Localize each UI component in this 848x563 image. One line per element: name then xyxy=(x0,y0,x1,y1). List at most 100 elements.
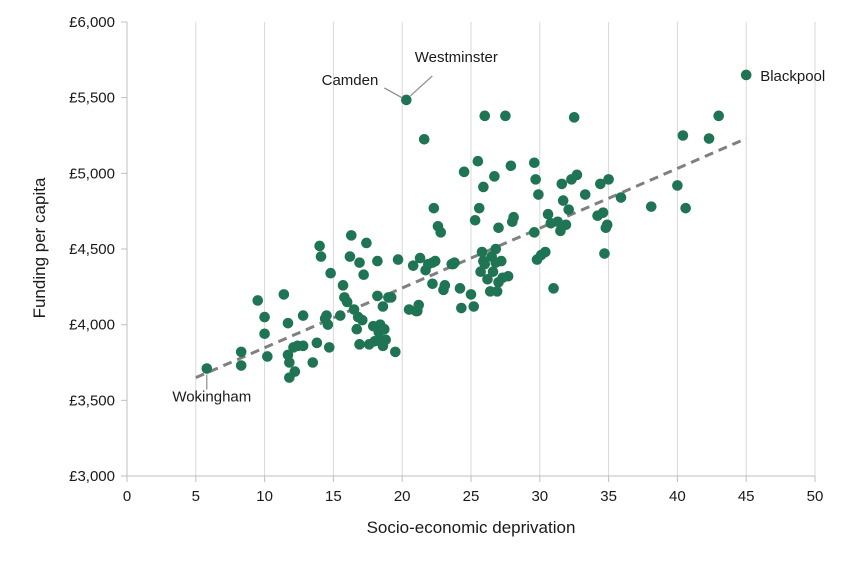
x-axis-title: Socio-economic deprivation xyxy=(367,518,576,537)
y-tick-label: £4,500 xyxy=(69,241,115,258)
data-point xyxy=(278,289,290,300)
data-point xyxy=(563,204,574,215)
axes xyxy=(121,21,816,482)
data-point xyxy=(560,219,572,231)
data-point xyxy=(548,283,559,294)
data-points xyxy=(201,69,752,383)
data-point xyxy=(472,155,484,167)
data-point xyxy=(597,207,609,218)
data-point xyxy=(401,94,412,106)
data-point xyxy=(259,311,270,323)
data-point xyxy=(552,216,563,228)
data-point xyxy=(297,340,309,352)
data-point xyxy=(407,260,419,271)
annotation-label: Wokingham xyxy=(172,389,251,406)
data-point xyxy=(557,195,569,206)
data-point xyxy=(201,363,213,374)
data-point xyxy=(385,292,397,303)
data-point xyxy=(482,273,493,285)
data-point xyxy=(479,110,491,122)
data-point xyxy=(429,255,441,267)
data-point xyxy=(351,323,363,335)
vertical-gridlines xyxy=(195,22,816,476)
data-point xyxy=(556,178,568,190)
data-point xyxy=(289,366,301,377)
annotation-leader xyxy=(409,75,433,97)
data-point xyxy=(528,227,540,238)
data-point xyxy=(372,290,383,302)
data-point xyxy=(418,133,430,145)
y-tick-label: £3,000 xyxy=(69,468,115,485)
x-tick-label: 50 xyxy=(807,488,824,505)
data-point xyxy=(297,310,309,321)
data-point xyxy=(479,258,491,270)
trendline xyxy=(195,137,747,380)
data-point xyxy=(392,254,404,265)
x-tick-label: 30 xyxy=(531,488,548,505)
data-point xyxy=(354,339,365,350)
data-point xyxy=(740,69,752,81)
data-point xyxy=(530,174,541,185)
data-point xyxy=(645,201,657,212)
data-point xyxy=(449,257,460,268)
data-point xyxy=(390,346,401,358)
data-point xyxy=(380,334,391,346)
data-point xyxy=(284,357,295,368)
y-tick-labels: £3,000 £3,500 £4,000 £4,500 £5,000 £5,500 £6,0… xyxy=(69,14,115,485)
data-point xyxy=(311,337,323,349)
annotation-label: Westminster xyxy=(415,49,498,66)
data-point xyxy=(361,237,372,249)
x-tick-label: 5 xyxy=(192,488,200,505)
data-point xyxy=(489,171,500,182)
data-point xyxy=(677,130,689,141)
data-point xyxy=(493,222,504,234)
data-point xyxy=(542,208,554,220)
data-point xyxy=(252,295,264,306)
data-point xyxy=(413,299,425,311)
y-tick-label: £6,000 xyxy=(69,14,115,31)
data-point xyxy=(603,174,614,185)
annotation-label: Camden xyxy=(322,72,379,89)
annotation-label: Blackpool xyxy=(760,68,825,85)
data-point xyxy=(680,202,691,214)
x-tick-label: 20 xyxy=(394,488,411,505)
data-point xyxy=(465,289,477,300)
data-point xyxy=(322,319,334,330)
data-point xyxy=(235,360,247,371)
x-tick-label: 15 xyxy=(325,488,342,505)
data-point xyxy=(372,255,383,267)
data-point xyxy=(487,266,499,278)
data-point xyxy=(358,269,369,281)
x-tick-label: 10 xyxy=(256,488,273,505)
data-point xyxy=(490,243,502,255)
data-point xyxy=(505,160,517,172)
data-point xyxy=(259,328,270,340)
data-point xyxy=(427,278,438,290)
data-point xyxy=(435,227,447,238)
data-point xyxy=(345,230,357,241)
x-tick-label: 0 xyxy=(123,488,131,505)
data-point xyxy=(468,301,480,312)
data-point xyxy=(377,301,389,312)
data-point xyxy=(473,202,485,214)
data-point xyxy=(315,251,327,262)
data-point xyxy=(478,181,489,193)
data-point xyxy=(579,189,591,200)
data-point xyxy=(491,286,503,297)
x-tick-label: 35 xyxy=(600,488,617,505)
x-tick-label: 25 xyxy=(463,488,480,505)
data-point xyxy=(456,302,467,314)
data-point xyxy=(325,267,336,279)
data-point xyxy=(703,133,715,144)
data-point xyxy=(476,246,488,258)
data-point xyxy=(502,270,514,282)
annotation-leader xyxy=(384,87,403,99)
data-point xyxy=(337,280,349,291)
data-point xyxy=(235,346,247,358)
x-tick-label: 45 xyxy=(738,488,755,505)
data-point xyxy=(262,351,273,362)
y-axis-title: Funding per capita xyxy=(30,177,49,318)
data-point xyxy=(379,323,390,335)
data-point xyxy=(458,166,470,178)
